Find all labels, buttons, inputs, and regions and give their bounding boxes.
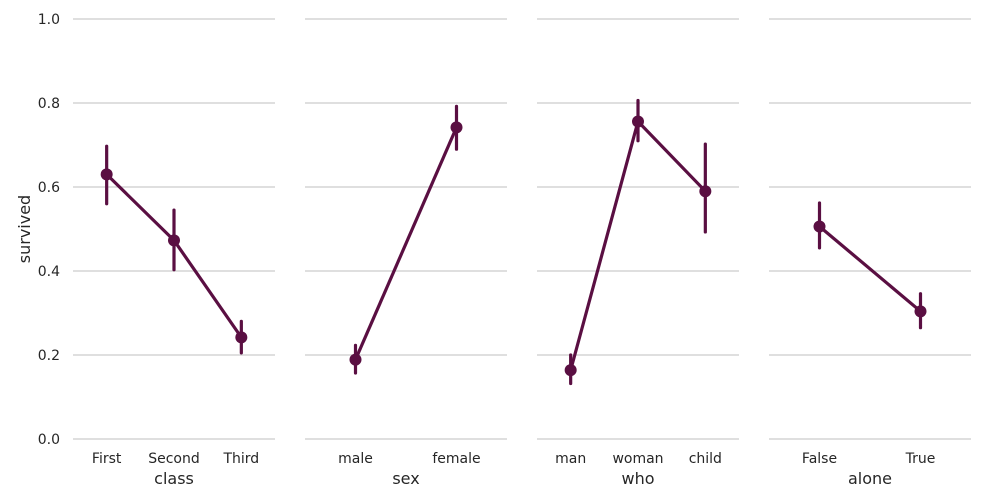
panel-2: man woman child who — [537, 18, 739, 488]
x-tick-label: Third — [222, 451, 259, 467]
series-line — [818, 225, 922, 313]
x-tick-label: False — [802, 451, 837, 467]
x-axis-label: alone — [848, 469, 892, 488]
y-tick-label: 0.4 — [38, 264, 60, 280]
x-axis-label: who — [621, 469, 654, 488]
panel-1: male female sex — [305, 18, 507, 488]
data-point — [235, 331, 248, 344]
x-axis-label: class — [154, 469, 194, 488]
data-point — [632, 115, 644, 128]
x-tick-label: True — [905, 451, 936, 467]
series-line — [354, 126, 458, 361]
x-tick-label: female — [432, 451, 480, 467]
x-tick-label: First — [92, 451, 122, 467]
data-point — [349, 353, 362, 366]
panel-0: 0.0 0.2 0.4 0.6 0.8 1.0 First Second Third class — [38, 12, 275, 488]
data-point — [564, 364, 577, 377]
data-point — [813, 220, 826, 233]
y-tick-label: 1.0 — [38, 12, 60, 28]
y-tick-label: 0.6 — [38, 180, 60, 196]
data-point — [450, 121, 463, 134]
data-point — [168, 234, 180, 247]
x-tick-label: child — [689, 451, 722, 467]
x-tick-label: woman — [612, 451, 663, 467]
x-tick-label: man — [555, 451, 586, 467]
y-tick-label: 0.0 — [38, 432, 60, 448]
panel-3: False True alone — [769, 18, 971, 488]
x-tick-label: Second — [148, 451, 200, 467]
x-axis-label: sex — [392, 469, 419, 488]
data-point — [100, 168, 113, 181]
data-point — [699, 185, 712, 198]
y-tick-label: 0.2 — [38, 348, 60, 364]
series-line — [569, 119, 707, 371]
y-axis-label: survived — [15, 195, 34, 263]
y-tick-label: 0.8 — [38, 96, 60, 112]
x-tick-label: male — [338, 451, 373, 467]
data-point — [914, 305, 927, 318]
